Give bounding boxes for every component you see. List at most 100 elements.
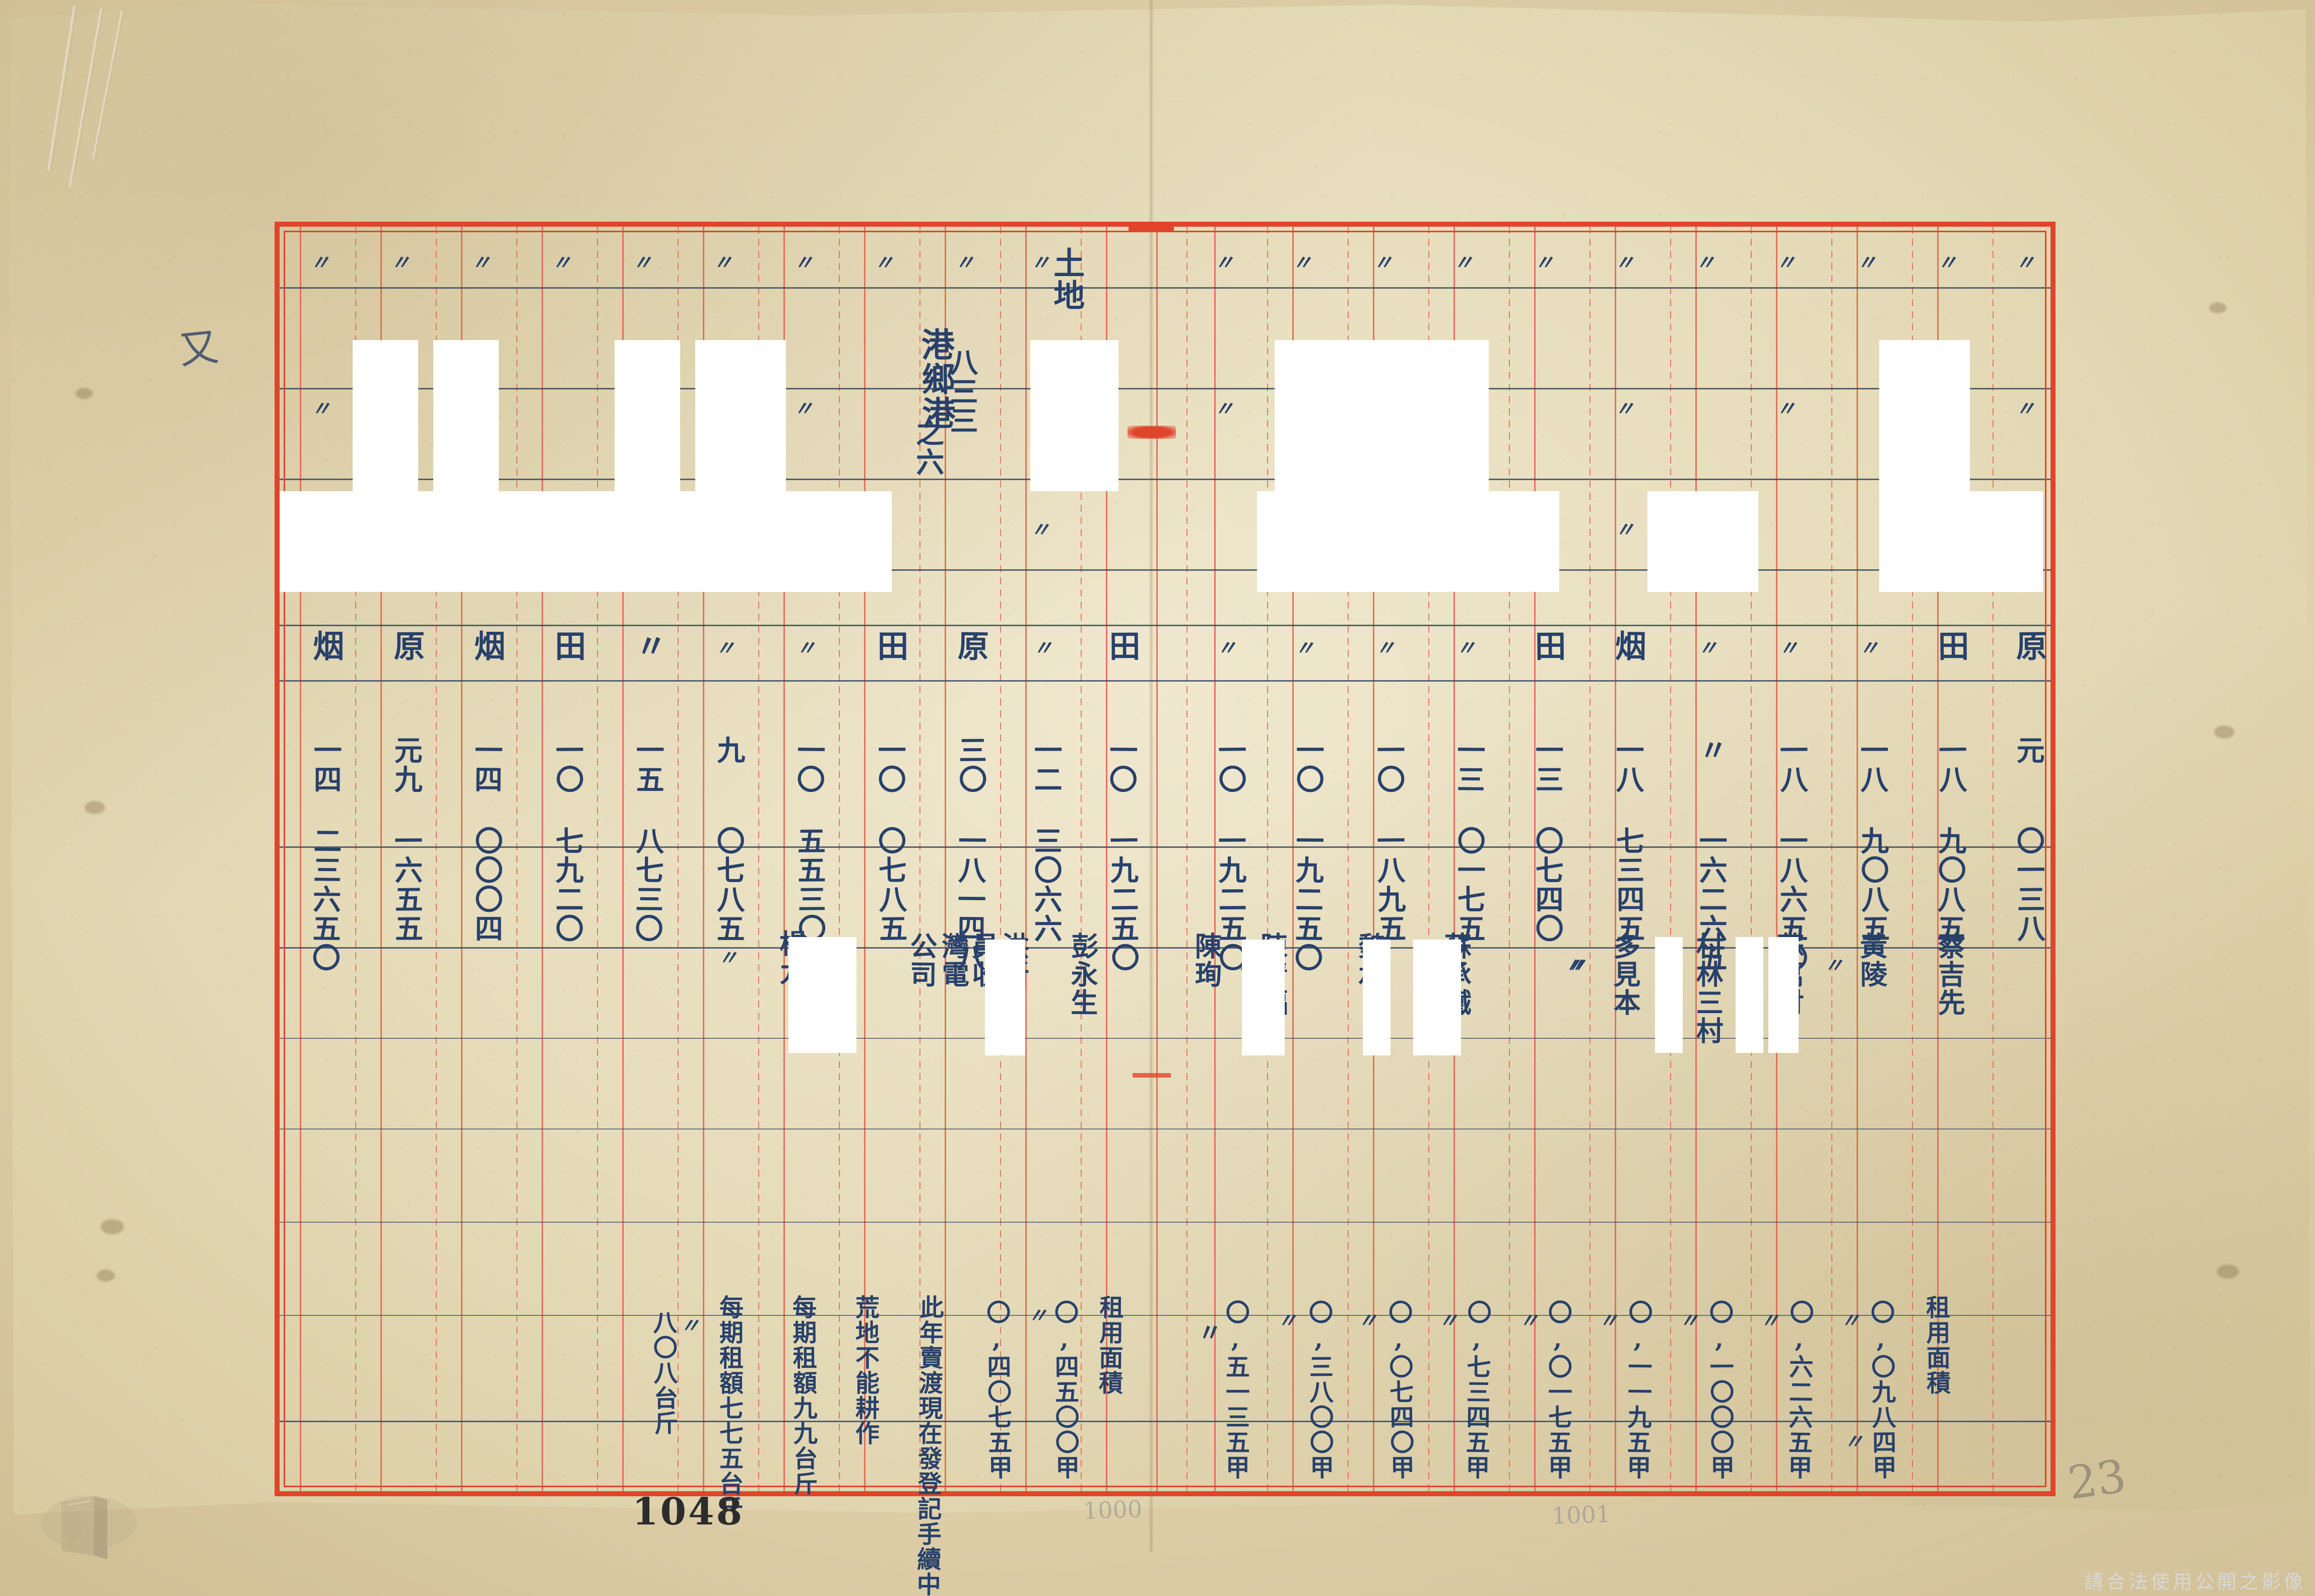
number-cell: 七三四五 bbox=[1611, 826, 1645, 944]
ditto-mark: 〃 bbox=[386, 252, 411, 272]
ditto-mark: 〃 bbox=[711, 637, 736, 658]
header-location-suffix: 之六 bbox=[911, 418, 945, 477]
person-name-cell: 陳珣 bbox=[1190, 932, 1223, 988]
scan-occlusion-block bbox=[788, 937, 856, 1053]
land-type-cell: 〃 bbox=[630, 629, 668, 662]
scan-occlusion-block bbox=[1275, 340, 1489, 491]
scan-occlusion-block bbox=[1967, 491, 2043, 592]
ditto-mark: 〃 bbox=[1774, 637, 1799, 658]
ditto-mark: 〃 bbox=[1675, 1310, 1699, 1330]
number-cell: 一六五五 bbox=[389, 826, 424, 944]
paper-grain-texture bbox=[9, 3, 2310, 1515]
ditto-mark: 〃 bbox=[870, 251, 894, 273]
scan-occlusion-block bbox=[615, 340, 680, 491]
ditto-mark: 〃 bbox=[1434, 1310, 1459, 1330]
number-cell: 一八九五 bbox=[1372, 826, 1407, 944]
scan-occlusion-block bbox=[433, 340, 499, 491]
number-cell: 一八 bbox=[1611, 736, 1645, 794]
person-name-cell: 蔡吉先 bbox=[1933, 932, 1966, 1017]
scan-occlusion-block bbox=[1647, 491, 1758, 592]
person-name-cell: 灣電 bbox=[937, 932, 970, 989]
ditto-mark: 〃 bbox=[1354, 1310, 1378, 1330]
land-type-cell: 烟 bbox=[1609, 629, 1647, 662]
land-type-cell: 烟 bbox=[307, 630, 345, 662]
number-cell: 〇一三八 bbox=[2012, 826, 2046, 944]
scan-occlusion-block bbox=[1030, 340, 1118, 491]
ditto-mark: 〃 bbox=[2011, 252, 2035, 272]
number-cell: 一〇 bbox=[1104, 735, 1139, 794]
paper-blemish bbox=[97, 1270, 115, 1282]
number-cell: 一八 bbox=[1775, 735, 1809, 794]
land-type-cell: 田 bbox=[872, 630, 909, 662]
scan-occlusion-block bbox=[1879, 340, 1970, 592]
ditto-mark: 〃 bbox=[307, 397, 332, 419]
ditto-mark: 〃 bbox=[1026, 518, 1050, 540]
number-cell: 一四 bbox=[469, 735, 504, 794]
ditto-mark: 〃 bbox=[1772, 252, 1796, 272]
number-cell: 〇七四〇 bbox=[1531, 826, 1564, 943]
ditto-mark: 〃 bbox=[306, 251, 330, 273]
ditto-mark: 〃 bbox=[1836, 1310, 1861, 1330]
number-cell: 九〇八五 bbox=[1932, 826, 1967, 944]
ditto-mark: 〃 bbox=[1210, 397, 1234, 419]
usage-watermark-text: 請合法使用公開之影像 bbox=[2084, 1571, 2306, 1593]
ledger-table bbox=[275, 222, 2056, 1496]
ditto-mark: 〃 bbox=[676, 1314, 700, 1336]
ditto-mark: 〃 bbox=[1291, 637, 1315, 658]
ditto-mark: 〃 bbox=[1694, 637, 1718, 657]
header-location-number: 八三三 bbox=[945, 348, 979, 435]
ditto-mark: 〃 bbox=[1853, 251, 1877, 273]
person-name-cell: 黃陵 bbox=[1855, 932, 1888, 989]
number-cell: 元九 bbox=[389, 736, 423, 794]
ditto-mark: 〃 bbox=[1029, 637, 1053, 658]
note-cell: 〃 bbox=[1193, 1320, 1222, 1345]
ditto-mark: 〃 bbox=[1611, 518, 1635, 540]
paper-blemish bbox=[2217, 1265, 2239, 1279]
gutter-red-mark-middle bbox=[1128, 426, 1176, 439]
land-type-cell: 田 bbox=[1103, 629, 1141, 662]
ditto-mark: 〃 bbox=[628, 251, 653, 273]
note-cell: 〇,一〇〇〇甲 bbox=[1704, 1299, 1735, 1481]
note-cell: 〇,〇九八四甲 bbox=[1866, 1299, 1897, 1481]
paper-blemish bbox=[76, 388, 93, 399]
ditto-mark: 〃 bbox=[1933, 251, 1958, 273]
archive-book-keyhole-logo bbox=[41, 1493, 137, 1560]
note-cell: 荒地不能耕作 bbox=[850, 1295, 879, 1446]
number-cell: 一八 bbox=[1934, 735, 1968, 794]
number-cell: 一六二六五 bbox=[1694, 826, 1728, 972]
note-cell: 租用面積 bbox=[1921, 1294, 1951, 1396]
ditto-mark: 〃 bbox=[1691, 252, 1715, 272]
scan-occlusion-block bbox=[1363, 940, 1391, 1055]
scan-occlusion-block bbox=[280, 491, 892, 592]
note-cell: 〇,四〇七五甲 bbox=[981, 1299, 1013, 1481]
number-cell: 九 bbox=[712, 735, 746, 765]
number-cell: 一〇 bbox=[873, 736, 907, 794]
number-cell: 七九二〇 bbox=[551, 826, 584, 943]
scan-occlusion-block bbox=[353, 340, 418, 491]
paper-blemish bbox=[85, 801, 105, 814]
ditto-mark: 〃 bbox=[1210, 252, 1234, 272]
person-name-cell: 多見本 bbox=[1608, 932, 1641, 1017]
paper-blemish bbox=[2209, 302, 2226, 313]
land-type-cell: 原 bbox=[952, 629, 989, 662]
ditto-mark: 〃 bbox=[1855, 637, 1879, 657]
number-cell: 三〇 bbox=[954, 735, 987, 794]
number-cell: 五五三〇 bbox=[792, 826, 827, 944]
number-cell: 八七三〇 bbox=[630, 826, 665, 944]
number-cell: 〇七八五 bbox=[712, 826, 746, 943]
number-cell: 一五 bbox=[631, 736, 665, 794]
note-cell: 每期租額七七五台斤 bbox=[714, 1295, 743, 1521]
ditto-mark: 〃 bbox=[548, 251, 572, 273]
number-cell: 三〇六六 bbox=[1029, 826, 1063, 943]
land-type-cell: 原 bbox=[2010, 629, 2048, 662]
note-cell: 〇,三八〇〇甲 bbox=[1304, 1299, 1334, 1481]
number-cell: 一四 bbox=[309, 736, 343, 794]
land-type-cell: 烟 bbox=[469, 630, 506, 662]
scan-occlusion-block bbox=[1655, 937, 1683, 1053]
number-cell: 一二 bbox=[1029, 736, 1063, 794]
person-name-cell: 村林三村 bbox=[1691, 932, 1724, 1045]
number-cell: 一三 bbox=[1451, 735, 1486, 794]
ditto-mark: 〃 bbox=[789, 251, 814, 273]
number-cell: 元 bbox=[2012, 736, 2045, 765]
